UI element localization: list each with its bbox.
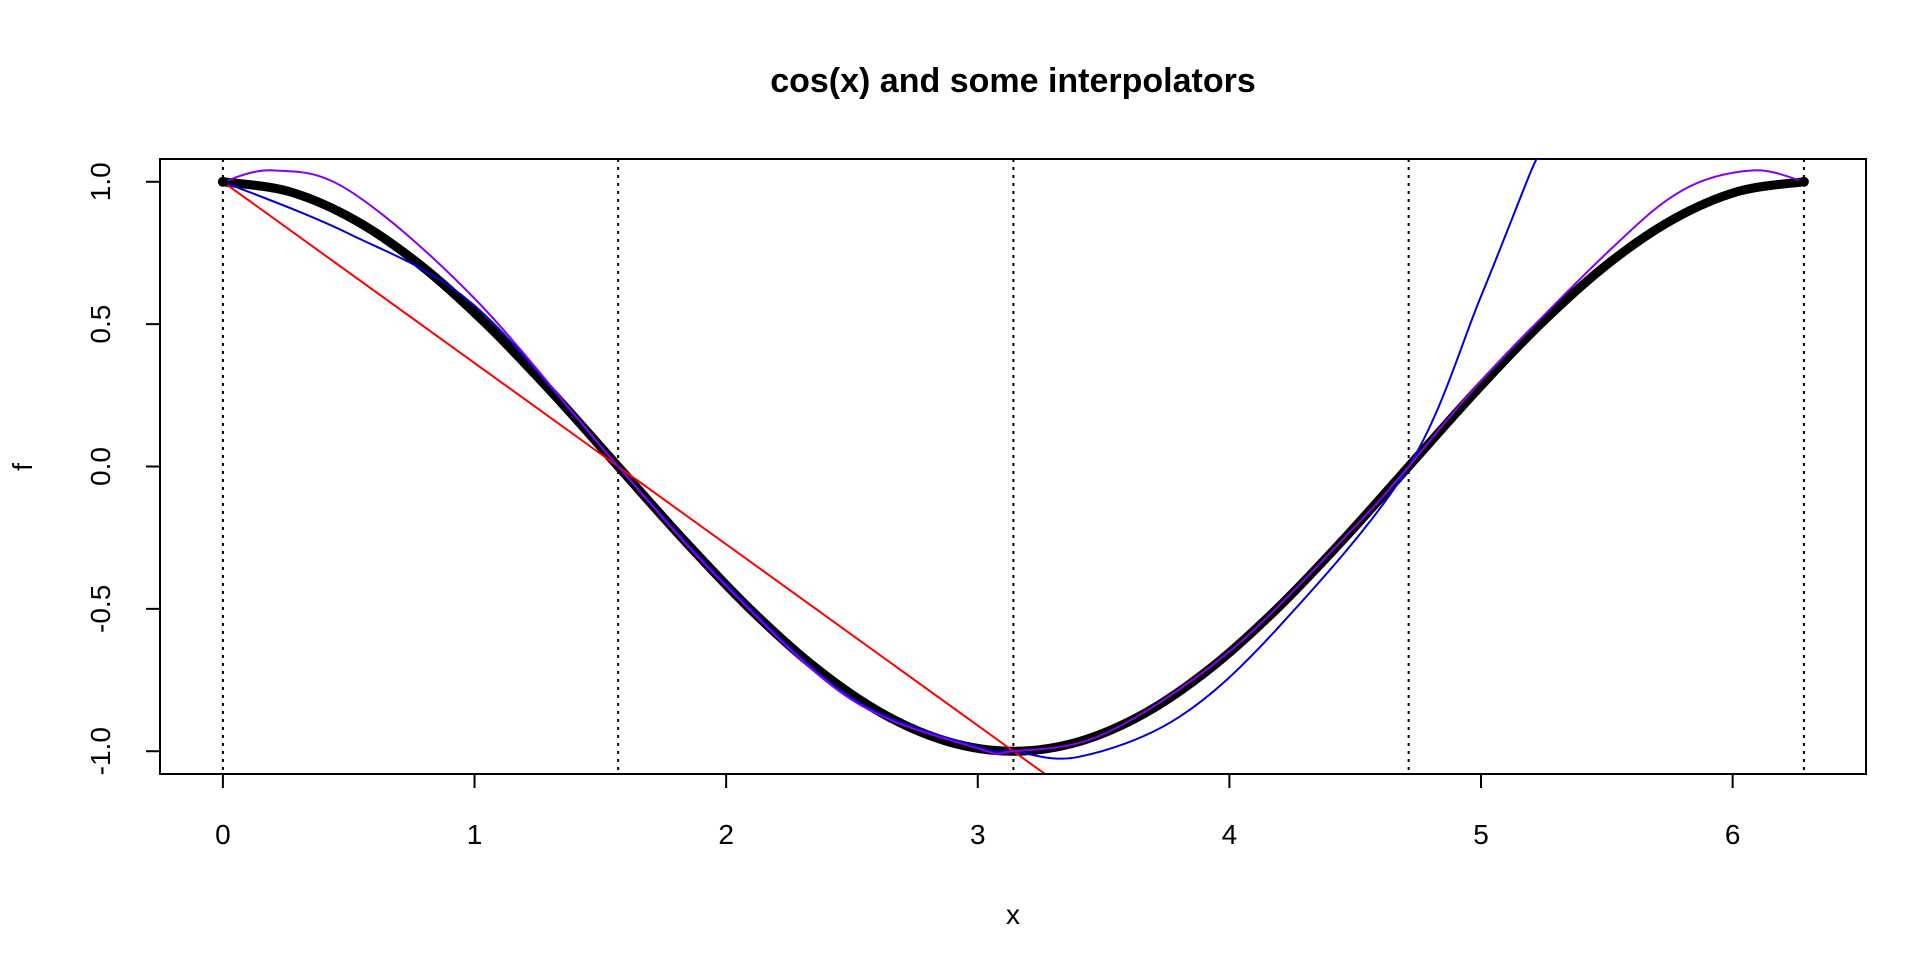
x-tick-label-6: 6 bbox=[1725, 819, 1741, 850]
x-axis-label: x bbox=[1006, 899, 1020, 930]
endpoint-markers bbox=[217, 176, 1809, 187]
y-tick-label-3: 0.5 bbox=[85, 305, 116, 344]
y-tick-label-0: -1.0 bbox=[85, 727, 116, 775]
series-layer bbox=[218, 159, 1809, 774]
x-axis: 0 1 2 3 4 5 6 bbox=[215, 773, 1741, 850]
y-tick-label-4: 1.0 bbox=[85, 162, 116, 201]
series-line-1 bbox=[221, 180, 1047, 774]
chart-title: cos(x) and some interpolators bbox=[770, 62, 1256, 100]
series-line-3 bbox=[221, 169, 1805, 755]
x-tick-label-0: 0 bbox=[215, 819, 231, 850]
y-axis: -1.0 -0.5 0.0 0.5 1.0 bbox=[85, 162, 161, 775]
endpoint-marker-1 bbox=[1798, 176, 1809, 187]
reference-lines bbox=[221, 159, 1805, 774]
x-tick-label-1: 1 bbox=[467, 819, 483, 850]
y-axis-label: f bbox=[7, 463, 38, 471]
x-tick-label-4: 4 bbox=[1222, 819, 1238, 850]
x-tick-label-2: 2 bbox=[718, 819, 734, 850]
x-tick-label-3: 3 bbox=[970, 819, 986, 850]
y-tick-label-2: 0.0 bbox=[85, 447, 116, 486]
x-tick-label-5: 5 bbox=[1473, 819, 1489, 850]
endpoint-marker-0 bbox=[217, 176, 228, 187]
y-tick-label-1: -0.5 bbox=[85, 585, 116, 633]
series-line-2 bbox=[221, 159, 1540, 760]
